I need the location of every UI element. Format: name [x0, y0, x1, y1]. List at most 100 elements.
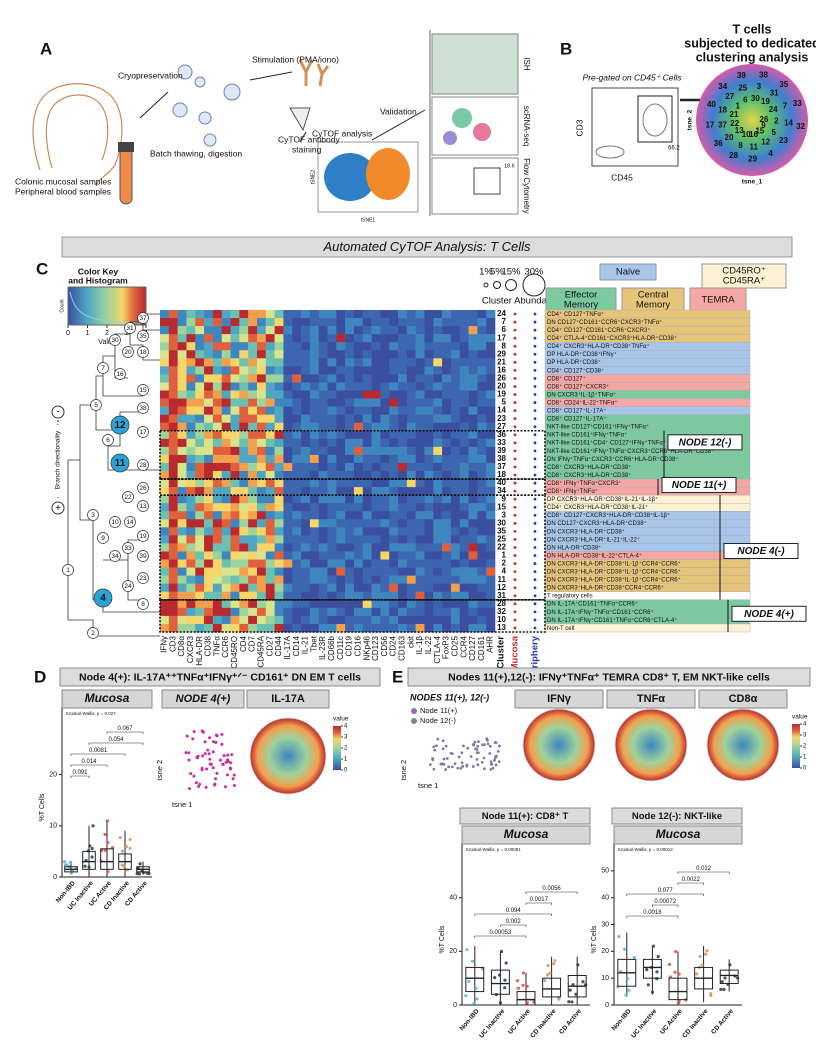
tsne-point: [435, 744, 438, 748]
heatmap-cell: [292, 607, 302, 617]
heatmap-cell: [248, 350, 258, 359]
heatmap-cell: [336, 615, 346, 625]
box-point: [695, 972, 699, 976]
heatmap-cell: [398, 334, 408, 343]
heatmap-cell: [168, 398, 178, 407]
heatmap-cell: [212, 326, 223, 335]
heatmap-cell: [168, 559, 178, 568]
plot-header-label: Mucosa: [504, 827, 549, 841]
cluster-number: 11: [498, 575, 507, 584]
dendrogram-node: [122, 580, 134, 592]
box-point: [568, 988, 572, 992]
heatmap-cell: [256, 519, 267, 528]
heatmap-cell: [230, 583, 240, 593]
heatmap-cell: [186, 599, 196, 609]
heatmap-cell: [486, 559, 496, 568]
heatmap-cell: [450, 623, 461, 633]
heatmap-cell: [380, 462, 390, 472]
heatmap-cell: [450, 575, 461, 584]
heatmap-cell: [221, 471, 231, 480]
heatmap-cell: [230, 374, 240, 383]
node-number: 38: [139, 405, 147, 412]
node-number: 10: [111, 519, 119, 526]
phenotype-label: CD45RO⁺: [722, 266, 766, 277]
heatmap-cell: [415, 318, 425, 327]
heatmap-cell: [389, 374, 399, 383]
heatmap-cell: [168, 607, 178, 617]
heatmap-cell: [212, 374, 223, 383]
colon-inner: [45, 94, 109, 169]
heatmap-cell: [256, 358, 267, 367]
heatmap-cell: [345, 350, 355, 359]
heatmap-cell: [389, 382, 399, 391]
heatmap-cell: [239, 487, 249, 496]
heatmap-cell: [256, 567, 267, 576]
heatmap-cell: [265, 535, 275, 544]
box-point: [105, 819, 110, 823]
cluster-number: 7: [783, 101, 788, 110]
node-number: 11: [115, 458, 126, 469]
tsne-point: [191, 737, 195, 741]
abundance-label: 30%: [524, 267, 544, 278]
heatmap-cell: [468, 615, 478, 625]
heatmap-cell: [292, 543, 302, 552]
heatmap-cell: [371, 462, 381, 472]
heatmap-cell: [248, 390, 258, 399]
heatmap-cell: [398, 398, 408, 407]
heatmap-cell: [239, 318, 249, 327]
heatmap-cell: [221, 559, 231, 568]
scrna-image: [431, 96, 519, 156]
heatmap-cell: [362, 551, 372, 560]
heatmap-cell: [256, 551, 267, 560]
heatmap-cell: [168, 567, 178, 576]
heatmap-cell: [230, 575, 240, 584]
tsne-point: [215, 771, 219, 775]
heatmap-cell: [433, 422, 443, 432]
heatmap-cell: [380, 390, 390, 399]
heatmap-cell: [389, 551, 399, 560]
mucosa-dot: [513, 610, 517, 614]
periphery-dot: [533, 529, 537, 533]
heatmap-cell: [318, 350, 328, 359]
heatmap-cell: [398, 446, 408, 456]
heatmap-cell: [398, 318, 408, 327]
heatmap-cell: [160, 567, 170, 576]
heatmap-cell: [389, 462, 399, 472]
heatmap-cell: [195, 519, 205, 528]
heatmap-cell: [177, 527, 187, 536]
heatmap-cell: [318, 334, 328, 343]
node-number: 12: [114, 420, 126, 431]
heatmap-cell: [362, 495, 372, 504]
heatmap-cell: [239, 398, 249, 407]
heatmap-cell: [450, 334, 461, 343]
heatmap-cell: [415, 454, 425, 464]
heatmap-cell: [292, 479, 302, 488]
heatmap-cell: [318, 599, 328, 609]
heatmap-cell: [336, 326, 346, 335]
heatmap-cell: [221, 511, 231, 520]
heatmap-cell: [274, 366, 284, 375]
heatmap-cell: [230, 567, 240, 576]
heatmap-cell: [212, 623, 223, 633]
heatmap-cell: [353, 527, 364, 536]
box-point: [504, 961, 508, 965]
node-number: 4: [100, 593, 106, 604]
heatmap-cell: [362, 390, 372, 399]
heatmap-cell: [204, 615, 214, 625]
row-label: CD4⁺ CD127⁺CD161⁺CCR6⁺CXCR3⁺: [547, 327, 651, 334]
heatmap-cell: [239, 511, 249, 520]
heatmap-cell: [248, 623, 258, 633]
heatmap-cell: [239, 471, 249, 480]
heatmap-cell: [256, 382, 267, 391]
scale-tick-label: 2: [344, 746, 348, 752]
heatmap-cell: [292, 454, 302, 464]
heatmap-cell: [230, 406, 240, 415]
heatmap-cell: [345, 519, 355, 528]
heatmap-cell: [204, 503, 214, 512]
heatmap-cell: [160, 575, 170, 584]
heatmap-cell: [318, 462, 328, 472]
heatmap-cell: [230, 487, 240, 496]
heatmap-cell: [309, 495, 319, 504]
heatmap-cell: [212, 607, 223, 617]
heatmap-cell: [406, 398, 416, 407]
